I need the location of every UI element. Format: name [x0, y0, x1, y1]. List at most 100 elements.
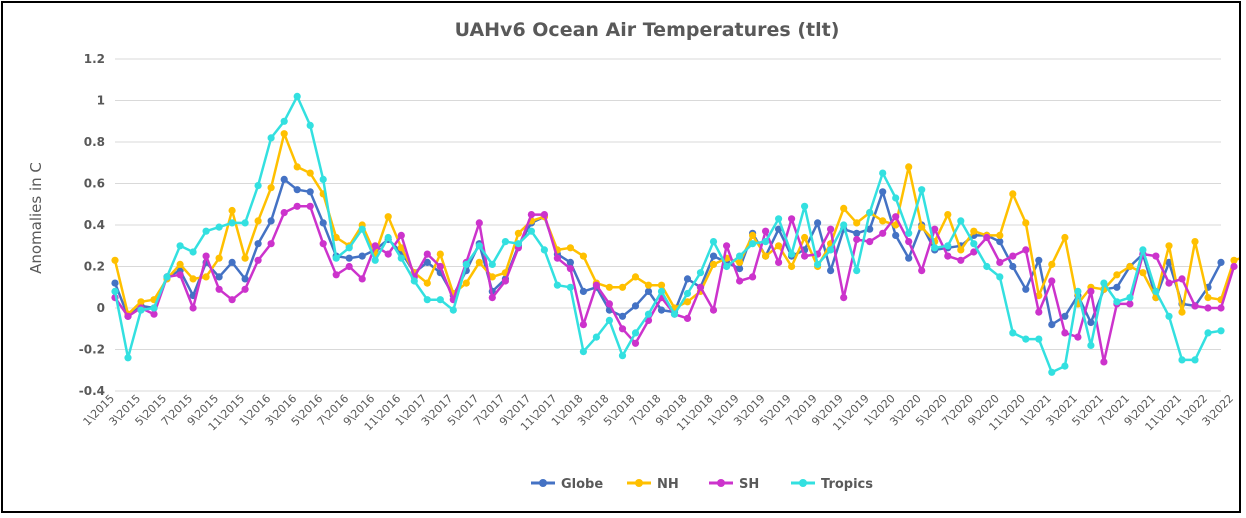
data-point [592, 333, 601, 341]
data-point [1126, 262, 1134, 271]
data-point [540, 211, 549, 219]
data-point [1035, 335, 1043, 343]
data-point [827, 246, 835, 254]
data-point [163, 273, 171, 281]
data-point [866, 238, 874, 246]
data-point [1165, 312, 1173, 320]
data-point [345, 262, 353, 271]
data-point [905, 229, 913, 237]
data-point [775, 258, 783, 266]
data-point [475, 242, 483, 250]
data-point [1204, 329, 1212, 337]
data-point [241, 285, 249, 293]
data-point [631, 302, 640, 310]
data-point [254, 217, 262, 225]
data-point [1009, 262, 1017, 271]
data-point [957, 217, 965, 225]
data-point [371, 242, 379, 250]
data-point [866, 209, 874, 217]
series-line [113, 132, 1246, 316]
data-point [931, 244, 939, 252]
data-point [736, 265, 744, 273]
legend-swatch-marker [539, 479, 547, 487]
data-point [683, 275, 692, 283]
data-point [970, 248, 978, 256]
data-point [1061, 329, 1069, 337]
data-point [970, 240, 978, 248]
data-point [124, 312, 132, 320]
legend-item-globe: Globe [531, 477, 603, 492]
data-point [319, 240, 327, 248]
data-point [436, 250, 444, 258]
data-point [1178, 356, 1186, 364]
x-axis-ticks: 1\20153\20155\20157\20159\201511\20151\2… [81, 392, 1237, 434]
series-lines [111, 92, 1246, 376]
data-point [241, 275, 249, 283]
data-point [566, 244, 575, 252]
data-point [879, 188, 887, 196]
data-point [1022, 285, 1030, 293]
data-point [996, 273, 1004, 281]
data-point [944, 211, 952, 219]
data-point [332, 233, 340, 242]
series-line [113, 95, 1222, 374]
data-point [202, 252, 210, 260]
data-point [1152, 287, 1160, 295]
data-point [202, 227, 210, 235]
data-point [371, 256, 379, 264]
data-point [345, 244, 353, 252]
data-point [957, 246, 965, 254]
data-point [905, 238, 913, 246]
legend-label: SH [739, 477, 759, 492]
data-point [215, 273, 223, 281]
data-point [358, 275, 366, 283]
data-point [527, 211, 536, 219]
data-point [540, 246, 549, 254]
data-point [384, 250, 392, 258]
data-point [241, 254, 249, 262]
data-point [996, 238, 1004, 246]
data-point [1035, 256, 1043, 264]
data-point [762, 227, 770, 235]
data-point [1191, 356, 1199, 364]
data-point [931, 225, 939, 233]
legend-swatch-marker [635, 479, 643, 487]
data-point [1022, 219, 1030, 227]
data-point [267, 240, 275, 248]
data-point [449, 306, 457, 314]
data-point [345, 254, 353, 262]
data-point [579, 287, 588, 295]
data-point [267, 184, 275, 192]
data-point [983, 233, 991, 242]
data-point [775, 215, 783, 223]
data-point [970, 227, 978, 235]
data-point [723, 242, 731, 250]
data-point [983, 262, 991, 271]
data-point [280, 175, 288, 183]
data-point [1204, 294, 1212, 302]
data-point [397, 231, 405, 239]
legend: Globe NH SH Tropics [531, 477, 873, 492]
data-point [423, 296, 431, 304]
data-point [1048, 260, 1056, 268]
data-point [1230, 262, 1238, 271]
data-point [618, 325, 627, 333]
data-point [475, 258, 483, 266]
data-point [1074, 333, 1082, 341]
data-point [436, 262, 444, 271]
data-point [176, 242, 184, 250]
data-point [1022, 335, 1030, 343]
data-point [905, 163, 913, 171]
data-point [736, 258, 744, 266]
data-point [775, 225, 783, 233]
data-point [423, 250, 431, 258]
data-point [618, 312, 627, 320]
data-point [749, 240, 757, 248]
data-point [293, 92, 301, 100]
data-point [605, 300, 614, 308]
data-point [306, 188, 314, 196]
data-point [1217, 327, 1225, 335]
data-point [709, 260, 718, 268]
data-point [618, 283, 627, 291]
